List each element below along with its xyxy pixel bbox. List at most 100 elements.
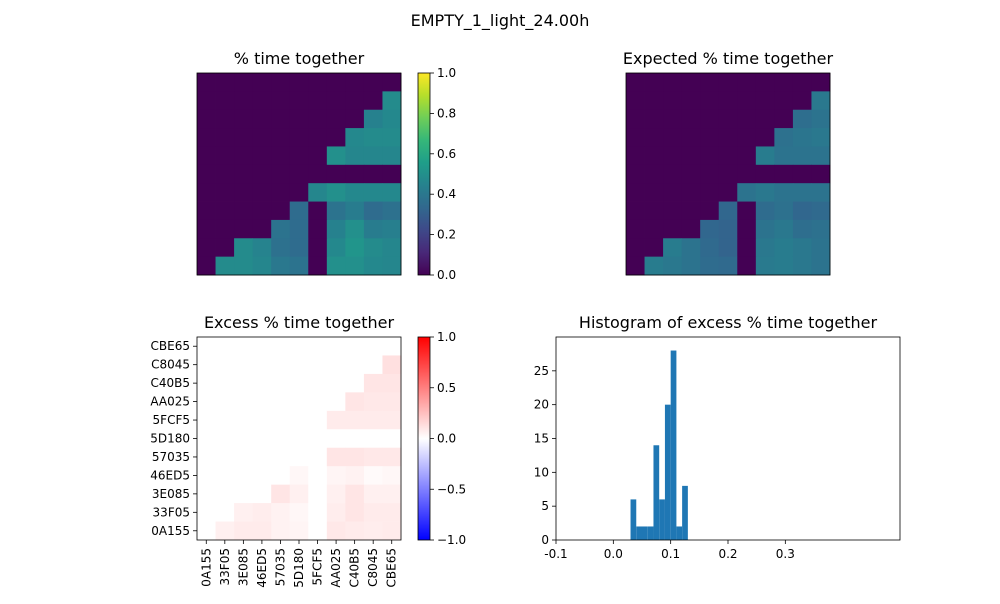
heatmap-cell [271,128,291,147]
col-label: 5FCF5 [311,548,325,585]
heatmap-cell [792,109,812,129]
heatmap-cell [271,91,291,111]
heatmap-cell [663,91,683,111]
heatmap-cell [289,337,309,356]
row-label: 57035 [152,450,190,464]
heatmap-cell [363,164,383,184]
heatmap-cell [197,503,216,522]
heatmap-cell [382,164,402,184]
heatmap-cell [626,238,645,258]
heatmap-cell [718,183,738,202]
heatmap-cell [271,109,291,129]
col-label: 5D180 [292,548,306,588]
heatmap-cell [811,219,831,239]
heatmap-cell [718,164,738,184]
heatmap-cell [326,256,346,276]
heatmap-cell [326,410,346,430]
heatmap-cell [755,256,775,276]
colorbar-tick-label: 0.2 [437,228,456,242]
heatmap-cell [363,238,383,258]
heatmap-cell [289,355,309,375]
excess-row-labels: CBE65 C8045 C40B5 AA025 5FCF5 5D180 57035 46ED5… [150,339,197,538]
heatmap-cell [345,201,365,221]
heatmap-cell [234,521,254,541]
histogram-x-tick-label: 0.3 [776,547,795,561]
heatmap-cell [271,238,291,258]
heatmap-cell [792,183,812,202]
heatmap-cell [382,146,402,166]
time-together-heatmap [197,73,402,276]
heatmap-cell [644,73,664,92]
heatmap-cell [326,429,346,449]
row-label: 33F05 [153,505,190,519]
heatmap-cell [345,373,365,393]
heatmap-cell [663,201,683,221]
heatmap-cell [718,73,738,92]
heatmap-cell [363,91,383,111]
heatmap-cell [234,109,254,129]
heatmap-cell [382,503,402,522]
heatmap-cell [663,146,683,166]
heatmap-cell [718,109,738,129]
heatmap-cell [755,109,775,129]
heatmap-cell [289,447,309,467]
heatmap-cell [252,484,272,504]
panel-histogram: Histogram of excess % time together -0.1… [534,313,901,561]
heatmap-cell [663,219,683,239]
histogram-frame [555,336,901,541]
histogram-bar [630,499,637,540]
heatmap-cell [363,109,383,129]
heatmap-cell [345,164,365,184]
heatmap-cell [234,73,254,92]
heatmap-cell [215,73,235,92]
heatmap-cell [700,91,720,111]
heatmap-cell [308,429,328,449]
colorbar-tick-label: 0.5 [437,381,456,395]
heatmap-cell [197,447,216,467]
heatmap-cell [774,238,794,258]
heatmap-cell [234,164,254,184]
colorbar-tick-label: 1.0 [437,330,456,344]
heatmap-cell [382,484,402,504]
heatmap-cell [755,128,775,147]
heatmap-cell [252,429,272,449]
heatmap-cell [718,91,738,111]
heatmap-cell [345,466,365,486]
row-label: C8045 [151,358,190,372]
histogram-bar [664,404,671,540]
heatmap-cell [382,373,402,393]
heatmap-cell [215,238,235,258]
heatmap-cell [811,238,831,258]
heatmap-cell [252,447,272,467]
heatmap-cell [197,337,216,356]
heatmap-cell [252,219,272,239]
heatmap-cell [811,109,831,129]
heatmap-cell [755,219,775,239]
heatmap-cell [252,373,272,393]
colorbar-tick-label: −0.5 [437,482,466,496]
row-label: 46ED5 [150,468,190,482]
heatmap-cell [271,201,291,221]
heatmap-cell [271,146,291,166]
heatmap-cell [271,429,291,449]
heatmap-cell [289,109,309,129]
heatmap-cell [271,521,291,541]
colorbar-tick-label: 0.0 [437,268,456,282]
heatmap-cell [271,219,291,239]
heatmap-cell [345,256,365,276]
histogram-bar [636,526,642,540]
heatmap-cell [252,355,272,375]
heatmap-cell [681,128,701,147]
heatmap-cell [811,73,831,92]
heatmap-cell [289,146,309,166]
excess-colorbar-gradient [417,336,431,541]
heatmap-cell [308,503,328,522]
heatmap-cell [644,146,664,166]
heatmap-cell [197,410,216,430]
heatmap-cell [252,238,272,258]
heatmap-cell [718,146,738,166]
panel-excess-time-together: Excess % time together CBE65 C8045 C40B5 AA… [150,313,466,588]
time-together-colorbar-gradient [417,72,431,276]
heatmap-cell [234,447,254,467]
row-label: 3E085 [152,487,190,501]
